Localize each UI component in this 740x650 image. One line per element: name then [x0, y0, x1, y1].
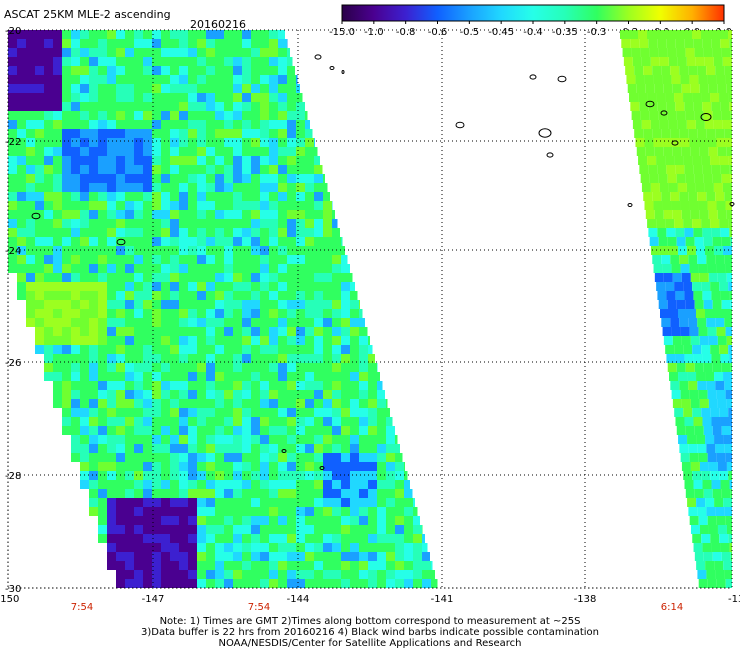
lat-label: -30 [5, 584, 21, 595]
map-title: ASCAT 25KM MLE-2 ascending [4, 8, 171, 21]
colorbar-label: -1.0 [364, 27, 384, 38]
colorbar-label: -15.0 [329, 27, 355, 38]
colorbar-label: -0.4 [523, 27, 543, 38]
lon-label: -150 [0, 594, 19, 605]
colorbar-label: -0.8 [396, 27, 416, 38]
map-frame [7, 29, 733, 589]
colorbar: -15.0-1.0-0.8-0.6-0.5-0.45-0.4-0.35-0.3-… [329, 4, 732, 38]
lon-label: -13 [728, 594, 740, 605]
lon-label: -141 [431, 594, 454, 605]
time-label: 7:54 [248, 602, 270, 613]
note-line-1: Note: 1) Times are GMT 2)Times along bot… [159, 616, 581, 627]
lon-label: -147 [142, 594, 165, 605]
colorbar-label: -0.35 [552, 27, 578, 38]
lat-label: -24 [5, 246, 21, 257]
colorbar-label: -0.3 [587, 27, 607, 38]
island-outlines [31, 54, 735, 470]
time-label: 7:54 [71, 602, 93, 613]
note-line-2: 3)Data buffer is 22 hrs from 20160216 4)… [141, 627, 599, 638]
lat-label: -20 [5, 26, 21, 37]
swath-cells [8, 30, 732, 588]
lon-label: -138 [574, 594, 597, 605]
lat-label: -22 [5, 137, 21, 148]
colorbar-label: -0.45 [488, 27, 514, 38]
lat-label: -26 [5, 358, 21, 369]
colorbar-label: -0.6 [428, 27, 448, 38]
lon-label: -144 [287, 594, 310, 605]
map-date: 20160216 [190, 18, 246, 31]
colorbar-label: -0.5 [460, 27, 480, 38]
note-line-3: NOAA/NESDIS/Center for Satellite Applica… [218, 638, 522, 649]
time-label: 6:14 [661, 602, 683, 613]
lat-label: -28 [5, 471, 21, 482]
